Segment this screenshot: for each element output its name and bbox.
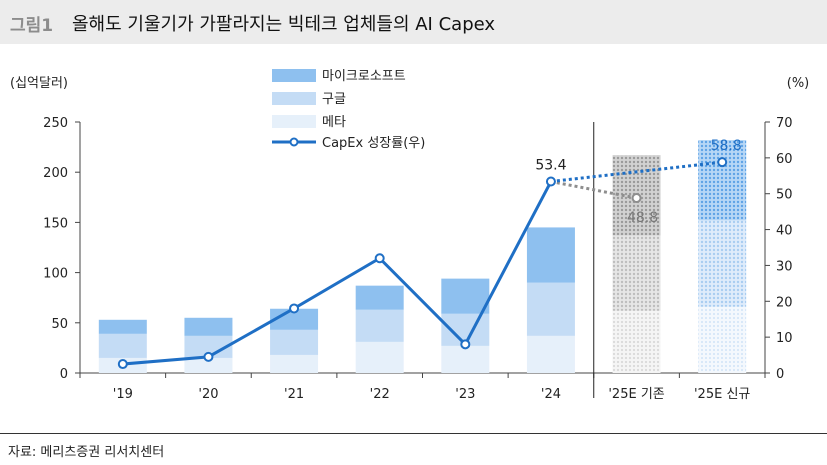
growth-point [545, 176, 556, 187]
bar-google [355, 309, 404, 342]
legend-swatch-growth-marker [289, 137, 299, 147]
legend-label-google: 구글 [322, 92, 346, 107]
growth-line-new-estimate [550, 160, 723, 184]
x-tick-label: '22 [370, 387, 390, 402]
data-label-25e-previous: 48.8 [627, 210, 658, 226]
bar-microsoft [441, 278, 490, 314]
bar-meta [612, 310, 661, 373]
x-tick-label: '24 [541, 387, 561, 402]
y-tick-label-right: 60 [776, 152, 793, 167]
data-label-25e-new: 58.8 [711, 138, 742, 154]
growth-point [203, 351, 214, 362]
growth-point [289, 303, 300, 314]
legend-swatch-microsoft [272, 69, 316, 82]
x-tick-label: '19 [113, 387, 133, 402]
bar-microsoft [98, 319, 147, 334]
y-tick-label-right: 70 [776, 116, 793, 131]
x-tick-label: '25E 신규 [694, 387, 750, 402]
axes: 0 50 100 150 200 250 0 10 20 30 40 50 60 70 '19 '20 '21 '… [43, 116, 792, 402]
bar-google [270, 329, 319, 355]
y-axis-right-label: (%) [787, 76, 810, 91]
source-note: 자료: 메리츠증권 리서치센터 [8, 445, 165, 460]
bar-google [698, 220, 747, 307]
bar-microsoft [184, 317, 233, 336]
bar-microsoft [526, 227, 575, 283]
data-labels: 53.4 48.8 58.8 [535, 138, 741, 226]
growth-point [117, 359, 128, 370]
growth-point [460, 339, 471, 350]
y-tick-label-right: 40 [776, 224, 793, 239]
y-tick-label-left: 200 [43, 166, 68, 181]
title-bar: 그림1 올해도 기울기가 가팔라지는 빅테크 업체들의 AI Capex [0, 0, 827, 44]
y-tick-label-right: 0 [776, 367, 784, 382]
bar-google [526, 282, 575, 336]
y-tick-label-right: 30 [776, 259, 793, 274]
legend: 마이크로소프트 구글 메타 CapEx 성장률(우) [272, 69, 425, 151]
bar-microsoft [698, 140, 747, 221]
growth-line-actual [122, 180, 553, 366]
growth-point [374, 253, 385, 264]
bar-google [184, 335, 233, 358]
x-tick-label: '25E 기존 [608, 387, 664, 402]
bar-meta [441, 345, 490, 373]
growth-point [717, 157, 728, 168]
data-label-2024: 53.4 [535, 158, 566, 174]
legend-swatch-google [272, 92, 316, 105]
figure-label: 그림1 [10, 16, 54, 36]
bar-meta [526, 335, 575, 373]
y-tick-label-right: 50 [776, 188, 793, 203]
footer-rule [0, 433, 827, 434]
legend-label-growth: CapEx 성장률(우) [322, 136, 425, 151]
growth-line-previous-estimate [550, 180, 637, 200]
y-tick-label-left: 250 [43, 116, 68, 131]
growth-line [117, 157, 728, 370]
bar-meta [184, 357, 233, 373]
chart-title: 올해도 기울기가 가팔라지는 빅테크 업체들의 AI Capex [72, 14, 496, 35]
bar-microsoft [355, 285, 404, 310]
bar-meta [355, 341, 404, 373]
y-tick-label-right: 10 [776, 331, 793, 346]
bars [98, 140, 747, 373]
y-tick-label-left: 100 [43, 267, 68, 282]
bar-meta [270, 354, 319, 373]
bar-meta [698, 306, 747, 373]
bar-google [98, 333, 147, 358]
legend-swatch-meta [272, 115, 316, 128]
bar-google [612, 235, 661, 311]
growth-point [631, 193, 642, 204]
x-tick-label: '23 [455, 387, 475, 402]
y-tick-label-left: 150 [43, 216, 68, 231]
y-tick-label-left: 0 [60, 367, 68, 382]
y-axis-left-label: (십억달러) [10, 76, 68, 91]
capex-chart: (십억달러) (%) 0 50 100 150 200 250 0 10 20 30 40 50 60 7… [10, 69, 810, 402]
legend-label-microsoft: 마이크로소프트 [322, 69, 406, 84]
legend-label-meta: 메타 [322, 115, 346, 130]
x-tick-label: '20 [198, 387, 218, 402]
y-tick-label-left: 50 [51, 317, 68, 332]
x-tick-label: '21 [284, 387, 304, 402]
y-tick-label-right: 20 [776, 295, 793, 310]
